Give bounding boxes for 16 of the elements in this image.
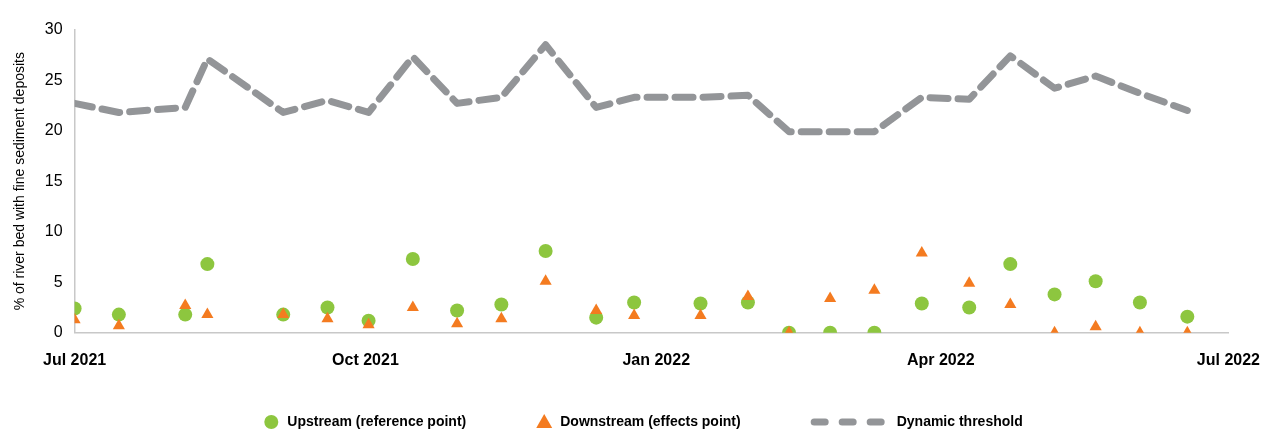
x-tick-label: Jul 2021 (43, 350, 107, 368)
legend-label: Dynamic threshold (896, 412, 1023, 429)
y-tick-label: 15 (44, 171, 63, 189)
y-tick-label: 30 (44, 20, 63, 38)
x-tick-label: Oct 2021 (332, 350, 399, 368)
x-tick-label: Jan 2022 (622, 350, 691, 368)
y-tick-label: 25 (44, 70, 63, 88)
y-tick-label: 0 (53, 323, 63, 341)
legend-label: Downstream (effects point) (560, 412, 741, 429)
x-tick-label: Jul 2022 (1196, 350, 1261, 368)
x-tick-label: Apr 2022 (906, 350, 975, 368)
y-tick-label: 5 (53, 272, 63, 290)
y-tick-label: 20 (44, 121, 63, 139)
y-axis-title: % of river bed with fine sediment deposits (11, 52, 28, 311)
y-tick-label: 10 (44, 222, 63, 240)
legend-label: Upstream (reference point) (287, 412, 467, 429)
